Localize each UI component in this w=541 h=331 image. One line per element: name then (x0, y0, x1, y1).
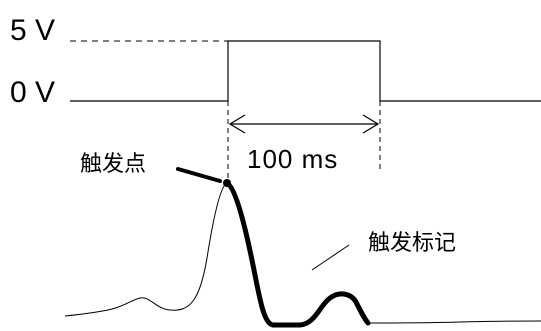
voltage-low-label: 0 V (10, 76, 55, 109)
voltage-high-label: 5 V (10, 14, 55, 47)
waveform-thin-right (367, 320, 541, 324)
duration-arrow (228, 114, 380, 134)
waveform-thick-segment (224, 180, 371, 328)
trigger-marker-pointer (311, 244, 350, 271)
trigger-point-pointer (176, 167, 222, 183)
duration-label: 100 ms (247, 144, 338, 174)
trigger-marker-label: 触发标记 (368, 230, 456, 255)
waveform-thin-left (64, 182, 228, 317)
trigger-point-label: 触发点 (80, 151, 146, 176)
square-pulse-waveform (70, 40, 541, 102)
